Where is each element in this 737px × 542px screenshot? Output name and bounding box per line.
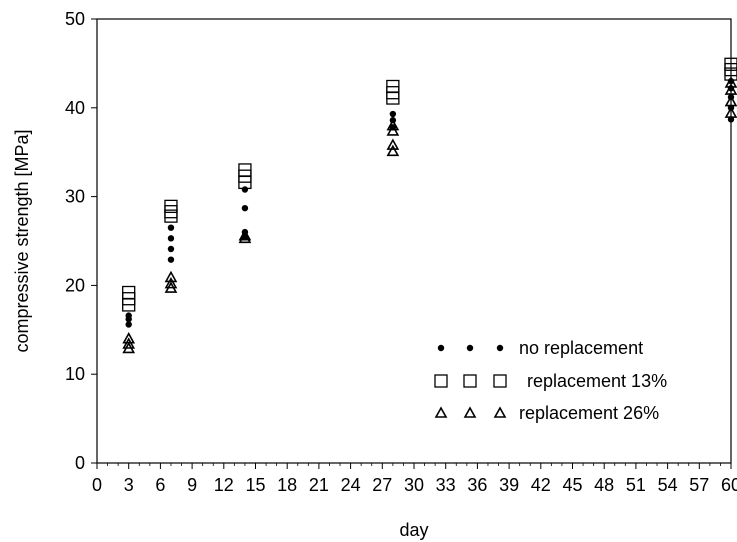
data-point	[724, 94, 737, 107]
y-tick-label: 10	[65, 364, 85, 384]
data-point	[241, 186, 249, 193]
data-point	[386, 118, 400, 131]
series-3	[122, 76, 737, 354]
x-tick-label: 36	[467, 475, 487, 495]
legend-marker	[434, 374, 448, 388]
legend-marker	[493, 406, 507, 418]
data-point	[125, 312, 132, 319]
data-point	[125, 321, 132, 328]
data-point	[386, 79, 400, 94]
x-tick-label: 42	[531, 475, 551, 495]
data-point	[164, 205, 178, 219]
x-tick-label: 15	[245, 475, 265, 495]
x-tick-label: 3	[124, 475, 134, 495]
x-tick-label: 39	[499, 475, 519, 495]
data-point	[164, 199, 178, 214]
x-axis: 0 3 6 9 12 15 18 21 24 27 30 33 36 39 42 45 48 51 54 57 60	[92, 463, 737, 495]
legend-entry: no replacement	[437, 338, 643, 358]
x-tick-label: 24	[341, 475, 361, 495]
legend-marker	[496, 344, 504, 352]
legend-marker	[437, 344, 445, 352]
y-axis-title: compressive strength [MPa]	[12, 129, 32, 352]
data-point	[167, 245, 175, 253]
data-point	[386, 124, 400, 136]
data-point	[238, 229, 252, 241]
legend-entry: replacement 13%	[434, 371, 667, 391]
legend-marker	[466, 344, 474, 352]
x-tick-label: 57	[689, 475, 709, 495]
plot-border	[96, 18, 732, 464]
legend-label: replacement 13%	[527, 371, 667, 391]
data-point	[724, 76, 737, 88]
x-tick-label: 21	[309, 475, 329, 495]
data-points	[122, 57, 737, 354]
data-point	[386, 144, 400, 157]
data-point	[724, 106, 737, 118]
data-point	[164, 270, 178, 283]
data-point	[724, 57, 737, 71]
data-point	[167, 224, 175, 231]
legend-label: no replacement	[519, 338, 643, 358]
data-point	[238, 163, 252, 177]
y-tick-label: 40	[65, 98, 85, 118]
data-point	[122, 337, 136, 349]
data-point	[164, 276, 178, 289]
data-point	[238, 231, 252, 244]
series-1	[125, 77, 735, 328]
data-point	[724, 83, 737, 95]
data-point	[122, 332, 136, 344]
legend-marker	[463, 374, 477, 388]
x-tick-label: 51	[626, 475, 646, 495]
legend-label: replacement 26%	[519, 403, 659, 423]
x-tick-label: 30	[404, 475, 424, 495]
x-axis-title: day	[399, 520, 428, 540]
data-point	[241, 204, 249, 212]
x-tick-label: 60	[721, 475, 737, 495]
y-axis: 0 10 20 30 40 50	[65, 9, 97, 473]
data-point	[167, 235, 175, 242]
plot-frame	[96, 18, 732, 464]
x-tick-label: 9	[187, 475, 197, 495]
y-tick-label: 0	[75, 453, 85, 473]
data-point	[386, 138, 400, 150]
data-point	[122, 285, 136, 300]
x-tick-label: 18	[277, 475, 297, 495]
legend-marker	[463, 406, 477, 418]
x-tick-label: 45	[562, 475, 582, 495]
data-point	[389, 110, 397, 118]
series-2	[122, 57, 737, 312]
data-point	[386, 91, 400, 105]
x-tick-label: 33	[436, 475, 456, 495]
x-tick-label: 12	[214, 475, 234, 495]
legend: no replacement replacement 13% replacement…	[434, 338, 667, 423]
y-tick-label: 20	[65, 275, 85, 295]
x-tick-label: 54	[658, 475, 678, 495]
x-tick-label: 48	[594, 475, 614, 495]
data-point	[167, 256, 175, 263]
legend-marker	[434, 406, 448, 418]
legend-entry: replacement 26%	[434, 403, 659, 423]
legend-marker	[493, 374, 507, 388]
y-tick-label: 50	[65, 9, 85, 29]
x-tick-label: 27	[372, 475, 392, 495]
y-tick-label: 30	[65, 187, 85, 207]
x-tick-label: 0	[92, 475, 102, 495]
x-tick-label: 6	[155, 475, 165, 495]
